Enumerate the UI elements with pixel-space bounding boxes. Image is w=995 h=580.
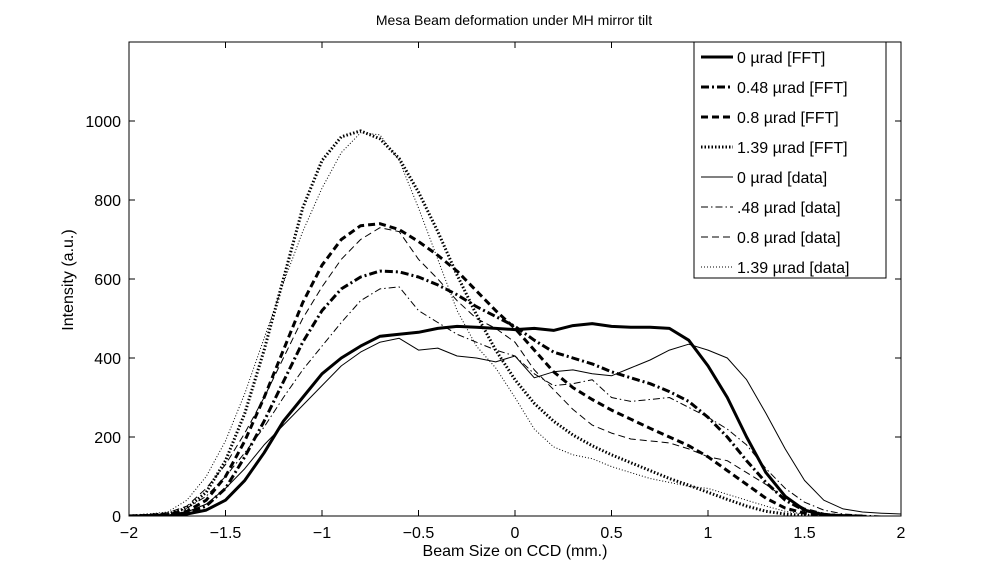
x-tick-label: 0.5 <box>600 525 622 542</box>
series-line-0 <box>129 322 863 516</box>
x-tick-label: 2 <box>897 525 906 542</box>
legend-label-6: 0.8 µrad [data] <box>737 230 841 247</box>
x-tick-label: 1.5 <box>793 525 815 542</box>
x-tick-label: −1.5 <box>210 525 242 542</box>
legend-label-3: 1.39 µrad [FFT] <box>737 140 848 157</box>
y-tick-label: 400 <box>94 351 121 368</box>
x-tick-label: 1 <box>704 525 713 542</box>
series-line-1 <box>129 269 863 516</box>
legend-label-5: .48 µrad [data] <box>737 200 841 217</box>
series-line-4 <box>129 337 901 516</box>
x-tick-label: −1 <box>313 525 331 542</box>
series-line-6 <box>129 227 863 516</box>
series-line-5 <box>129 286 882 516</box>
y-axis-label: Intensity (a.u.) <box>60 229 77 330</box>
x-axis: −2 −1.5 −1 −0.5 0 0.5 1 1.5 2 <box>120 42 906 542</box>
y-tick-label: 1000 <box>85 114 121 131</box>
legend-label-0: 0 µrad [FFT] <box>737 50 825 67</box>
legend-label-7: 1.39 µrad [data] <box>737 260 849 277</box>
series-line-3 <box>129 129 863 516</box>
legend-label-2: 0.8 µrad [FFT] <box>737 110 839 127</box>
series-group <box>129 129 901 516</box>
legend-label-1: 0.48 µrad [FFT] <box>737 80 848 97</box>
y-axis: 0 200 400 600 800 1000 <box>85 114 901 526</box>
x-tick-label: 0 <box>511 525 520 542</box>
series-line-2 <box>129 222 863 516</box>
y-tick-label: 600 <box>94 272 121 289</box>
chart-title: Mesa Beam deformation under MH mirror ti… <box>376 12 652 28</box>
y-tick-label: 800 <box>94 193 121 210</box>
legend-box <box>693 41 887 279</box>
y-tick-label: 0 <box>112 509 121 526</box>
x-axis-label: Beam Size on CCD (mm.) <box>423 543 608 560</box>
x-tick-label: −0.5 <box>403 525 435 542</box>
x-tick-label: −2 <box>120 525 138 542</box>
legend-label-4: 0 µrad [data] <box>737 170 827 187</box>
y-tick-label: 200 <box>94 430 121 447</box>
legend: 0 µrad [FFT] 0.48 µrad [FFT] 0.8 µrad [FFT… <box>693 41 887 279</box>
